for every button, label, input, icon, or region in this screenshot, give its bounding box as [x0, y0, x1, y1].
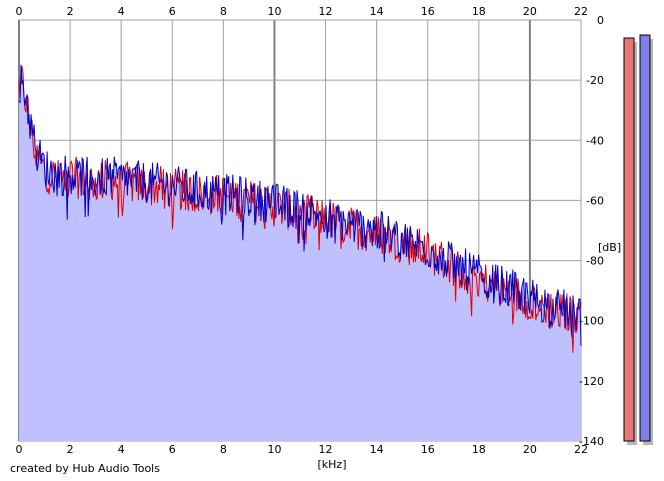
x-tick-label: 22	[574, 443, 588, 456]
x-tick-labels-bottom: 0 2 4 6 8 10 12 14 16 18 20 22	[16, 443, 589, 456]
y-tick-label: 0	[597, 14, 604, 27]
x-tick-label: 14	[370, 5, 384, 18]
x-tick-label: 0	[16, 443, 23, 456]
x-tick-label: 18	[472, 5, 486, 18]
y-tick-label: -40	[586, 134, 604, 147]
x-tick-label: 12	[319, 443, 333, 456]
y-axis-label: [dB]	[598, 241, 621, 254]
x-tick-label: 22	[574, 5, 588, 18]
x-tick-label: 16	[421, 5, 435, 18]
y-tick-label: -80	[586, 255, 604, 268]
spectrum-area-fill	[19, 64, 581, 441]
x-tick-label: 12	[319, 5, 333, 18]
x-tick-label: 10	[267, 5, 281, 18]
x-tick-label: 6	[169, 443, 176, 456]
x-tick-label: 10	[267, 443, 281, 456]
x-tick-label: 2	[67, 443, 74, 456]
y-tick-label: -140	[579, 435, 604, 448]
x-tick-label: 20	[523, 5, 537, 18]
x-axis-label: [kHz]	[318, 458, 347, 471]
y-tick-label: -120	[579, 375, 604, 388]
x-tick-label: 8	[220, 5, 227, 18]
x-tick-label: 2	[67, 5, 74, 18]
y-tick-labels: 0 -20 -40 -60 -80 -100 -120 -140	[579, 14, 604, 448]
level-meter-bar	[623, 37, 635, 442]
channel-2-line	[18, 64, 582, 347]
x-tick-label: 4	[118, 5, 125, 18]
x-tick-label: 14	[370, 443, 384, 456]
x-tick-label: 6	[169, 5, 176, 18]
x-tick-label: 18	[472, 443, 486, 456]
y-tick-label: -20	[586, 74, 604, 87]
x-tick-label: 20	[523, 443, 537, 456]
level-meter-bar	[639, 34, 651, 442]
x-tick-label: 16	[421, 443, 435, 456]
y-tick-label: -100	[579, 315, 604, 328]
credit-text: created by Hub Audio Tools	[10, 462, 160, 475]
x-tick-labels-top: 0 2 4 6 8 10 12 14 16 18 20 22	[16, 5, 589, 18]
x-tick-label: 8	[220, 443, 227, 456]
level-meters	[623, 34, 653, 446]
x-tick-label: 4	[118, 443, 125, 456]
x-tick-label: 0	[16, 5, 23, 18]
y-tick-label: -60	[586, 194, 604, 207]
